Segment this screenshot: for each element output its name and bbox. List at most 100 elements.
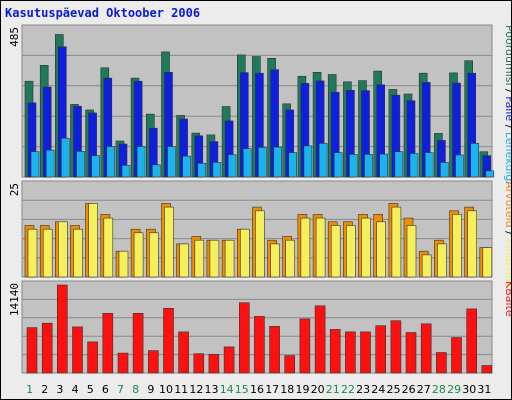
bar-külastusi-day-19	[300, 217, 311, 278]
bar-kbaite-day-6	[102, 312, 114, 374]
panel-top-series-labels: Pöördumisi / Faile / Lehekülgi	[503, 25, 511, 184]
bar-külastusi-day-1	[27, 228, 38, 278]
x-tick-label-day-12: 12	[189, 383, 203, 396]
bar-kbaite-day-2	[41, 322, 53, 374]
bar-lehekülgi-day-2	[45, 149, 55, 178]
series-label-separator: /	[503, 121, 511, 132]
bar-kbaite-day-8	[132, 312, 144, 374]
bar-lehekülgi-day-3	[60, 137, 70, 178]
bar-lehekülgi-day-26	[409, 153, 419, 178]
x-tick-label-day-13: 13	[205, 383, 219, 396]
bar-külastusi-day-25	[391, 206, 402, 278]
bar-külastusi-day-3	[57, 221, 68, 278]
panel-bot: 14140	[8, 280, 493, 374]
bar-külastusi-day-24	[376, 221, 387, 278]
series-label-separator: /	[503, 228, 511, 239]
x-tick-label-day-31: 31	[477, 383, 491, 396]
panel-bot-ymax-label: 14140	[8, 283, 21, 316]
bar-lehekülgi-day-13	[212, 162, 222, 178]
bar-lehekülgi-day-24	[379, 153, 389, 178]
bar-kbaite-day-28	[436, 352, 447, 374]
bar-külastusi-day-2	[42, 228, 53, 278]
x-tick-label-day-9: 9	[147, 383, 154, 396]
bar-kbaite-day-23	[360, 331, 371, 374]
bar-külastusi-day-11	[179, 243, 189, 278]
bar-külastusi-day-31	[482, 247, 493, 278]
x-tick-label-day-24: 24	[371, 383, 385, 396]
series-label-faile: Faile	[503, 96, 511, 121]
bar-kbaite-day-26	[405, 332, 417, 374]
bar-kbaite-day-21	[329, 329, 341, 374]
bar-lehekülgi-day-15	[243, 148, 252, 178]
bar-külastusi-day-28	[437, 243, 447, 278]
x-tick-label-day-10: 10	[159, 383, 173, 396]
bar-lehekülgi-day-29	[455, 154, 464, 178]
bar-kbaite-day-19	[299, 318, 311, 374]
bar-kbaite-day-4	[72, 326, 83, 374]
bar-külastusi-day-23	[361, 217, 371, 278]
x-tick-label-day-6: 6	[102, 383, 109, 396]
series-label-arvuteid: Arvuteid	[503, 181, 511, 228]
bar-külastusi-day-7	[118, 250, 129, 278]
bar-külastusi-day-18	[285, 239, 296, 278]
bar-kbaite-day-20	[314, 305, 326, 374]
series-label-pöördumisi: Pöördumisi	[503, 25, 511, 86]
bar-külastusi-day-15	[240, 228, 250, 278]
panel-mid-series-labels: Arvuteid / Külastusi	[503, 181, 511, 288]
x-tick-label-day-29: 29	[447, 383, 461, 396]
x-tick-label-day-11: 11	[174, 383, 188, 396]
x-tick-label-day-2: 2	[41, 383, 48, 396]
x-tick-label-day-5: 5	[87, 383, 94, 396]
bar-kbaite-day-31	[481, 365, 493, 374]
bar-lehekülgi-day-9	[152, 164, 161, 178]
panel-mid-ymax-label: 25	[8, 183, 21, 196]
series-label-kbaite: KBaite	[503, 281, 511, 317]
bar-lehekülgi-day-1	[30, 151, 40, 178]
x-tick-label-day-30: 30	[462, 383, 476, 396]
x-tick-label-day-22: 22	[341, 383, 355, 396]
bar-lehekülgi-day-22	[349, 154, 358, 178]
bar-kbaite-day-5	[87, 341, 98, 374]
x-tick-label-day-8: 8	[132, 383, 139, 396]
bar-lehekülgi-day-21	[333, 152, 343, 178]
x-tick-label-day-25: 25	[387, 383, 401, 396]
bar-kbaite-day-7	[117, 352, 129, 374]
bar-kbaite-day-22	[345, 331, 356, 374]
panel-top-ymax-label: 485	[8, 27, 21, 47]
x-tick-label-day-26: 26	[402, 383, 416, 396]
bar-lehekülgi-day-16	[258, 147, 267, 178]
x-tick-label-day-3: 3	[56, 383, 63, 396]
bar-lehekülgi-day-28	[440, 162, 449, 178]
panel-mid: 25	[8, 180, 493, 278]
bar-külastusi-day-29	[452, 214, 462, 278]
x-tick-label-day-27: 27	[417, 383, 431, 396]
chart-title: Kasutuspäevad Oktoober 2006	[5, 6, 200, 20]
series-label-separator: /	[503, 86, 511, 97]
bar-lehekülgi-day-4	[76, 151, 85, 178]
bar-külastusi-day-6	[103, 217, 114, 278]
bar-lehekülgi-day-8	[136, 146, 146, 178]
bar-lehekülgi-day-5	[91, 155, 100, 178]
x-tick-label-day-17: 17	[265, 383, 279, 396]
bar-külastusi-day-10	[164, 206, 174, 278]
x-tick-label-day-28: 28	[432, 383, 446, 396]
bar-kbaite-day-24	[375, 325, 387, 374]
bar-lehekülgi-day-12	[197, 163, 207, 178]
bar-külastusi-day-4	[73, 228, 83, 278]
bar-lehekülgi-day-25	[394, 151, 404, 178]
x-tick-label-day-1: 1	[26, 383, 33, 396]
bar-külastusi-day-9	[149, 232, 159, 278]
bar-külastusi-day-13	[209, 239, 220, 278]
bar-külastusi-day-16	[255, 210, 265, 278]
x-tick-label-day-4: 4	[72, 383, 79, 396]
bar-kbaite-day-17	[269, 325, 280, 374]
bar-külastusi-day-20	[315, 217, 326, 278]
bar-kbaite-day-10	[163, 307, 174, 374]
bar-kbaite-day-13	[208, 353, 220, 374]
bar-lehekülgi-day-19	[303, 145, 313, 178]
bar-kbaite-day-15	[239, 302, 250, 374]
bar-kbaite-day-11	[178, 331, 189, 374]
series-label-külastusi: Külastusi	[503, 238, 511, 287]
